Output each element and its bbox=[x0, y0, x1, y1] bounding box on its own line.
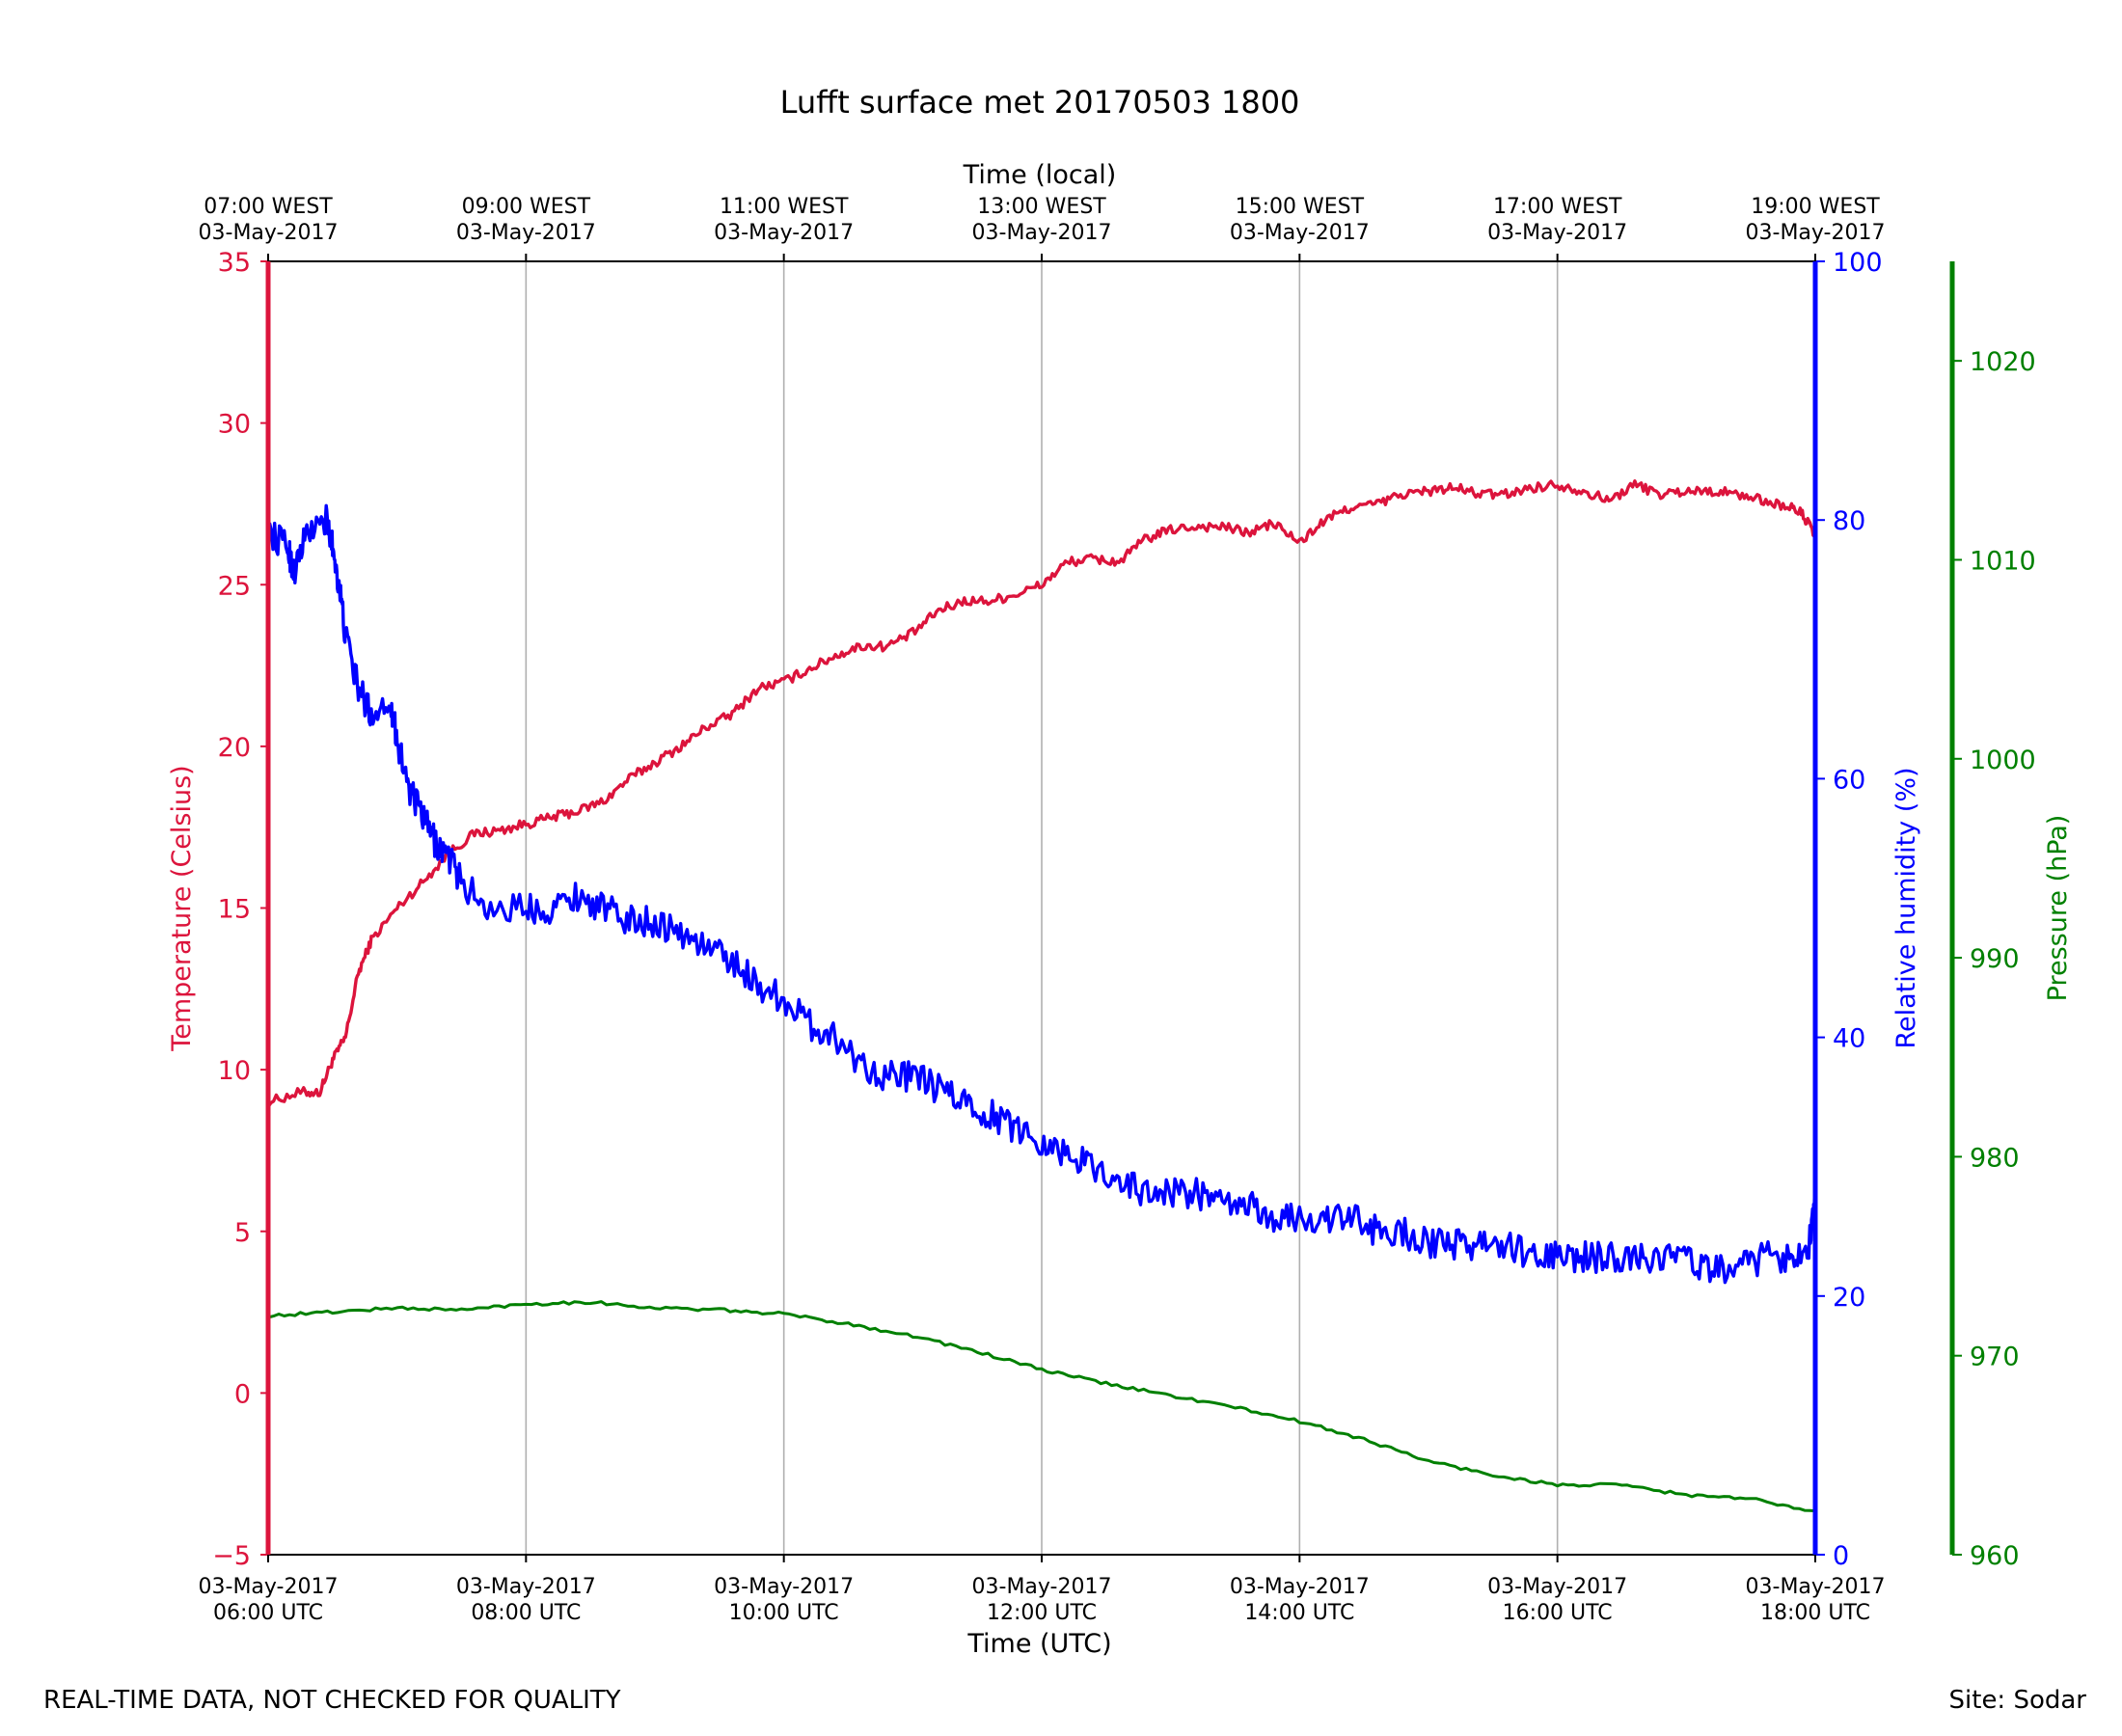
x-tick-label-bottom-time: 12:00 UTC bbox=[987, 1601, 1097, 1625]
series-layer bbox=[266, 479, 1817, 1513]
x-tick-label-bottom-date: 03-May-2017 bbox=[199, 1575, 339, 1599]
temperature-axis-label: Temperature (Celsius) bbox=[167, 765, 197, 1051]
x-tick-label-top-date: 03-May-2017 bbox=[1230, 221, 1370, 245]
humidity-tick-label: 80 bbox=[1833, 506, 1865, 536]
pressure-tick-label: 980 bbox=[1970, 1143, 2020, 1173]
series-line-temp bbox=[266, 479, 1816, 1108]
pressure-tick-label: 1010 bbox=[1970, 546, 2036, 576]
temperature-tick-label: 10 bbox=[218, 1056, 251, 1086]
vertical-grid bbox=[525, 261, 1559, 1555]
x-tick-label-top-time: 17:00 WEST bbox=[1493, 195, 1622, 219]
x-tick-label-top-time: 15:00 WEST bbox=[1236, 195, 1365, 219]
pressure-tick-label: 1000 bbox=[1970, 746, 2036, 775]
humidity-axis-label: Relative humidity (%) bbox=[1891, 767, 1921, 1048]
x-tick-label-bottom-date: 03-May-2017 bbox=[1746, 1575, 1886, 1599]
series-line-rh bbox=[266, 503, 1817, 1285]
x-tick-label-bottom-time: 06:00 UTC bbox=[213, 1601, 323, 1625]
temperature-tick-label: −5 bbox=[212, 1541, 251, 1571]
temperature-tick-label: 20 bbox=[218, 733, 251, 763]
x-axis-label: Time (UTC) bbox=[966, 1629, 1111, 1659]
temperature-tick-label: 5 bbox=[234, 1218, 251, 1248]
chart-title: Lufft surface met 20170503 1800 bbox=[780, 84, 1300, 121]
humidity-tick-label: 100 bbox=[1833, 248, 1883, 278]
x-tick-label-top-date: 03-May-2017 bbox=[714, 221, 854, 245]
temperature-tick-label: 25 bbox=[218, 571, 251, 601]
x-tick-label-top-date: 03-May-2017 bbox=[199, 221, 339, 245]
pressure-tick-label: 970 bbox=[1970, 1343, 2020, 1372]
series-line-pres bbox=[267, 1300, 1816, 1513]
x-tick-label-bottom-date: 03-May-2017 bbox=[1230, 1575, 1370, 1599]
humidity-tick-label: 20 bbox=[1833, 1283, 1865, 1313]
x-axis-top-label: Time (local) bbox=[963, 160, 1117, 190]
pressure-axis-label: Pressure (hPa) bbox=[2043, 815, 2073, 1002]
pressure-tick-label: 1020 bbox=[1970, 347, 2036, 377]
x-tick-label-top-date: 03-May-2017 bbox=[1746, 221, 1886, 245]
x-tick-label-bottom-time: 08:00 UTC bbox=[471, 1601, 581, 1625]
pressure-tick-label: 960 bbox=[1970, 1541, 2020, 1571]
x-tick-label-top-time: 09:00 WEST bbox=[462, 195, 591, 219]
x-tick-label-bottom-date: 03-May-2017 bbox=[714, 1575, 854, 1599]
x-tick-label-bottom-date: 03-May-2017 bbox=[456, 1575, 596, 1599]
quality-disclaimer: REAL-TIME DATA, NOT CHECKED FOR QUALITY bbox=[43, 1686, 621, 1715]
x-tick-label-bottom-time: 14:00 UTC bbox=[1244, 1601, 1354, 1625]
x-tick-label-bottom-time: 16:00 UTC bbox=[1503, 1601, 1613, 1625]
x-tick-label-bottom-time: 18:00 UTC bbox=[1760, 1601, 1870, 1625]
pressure-tick-label: 990 bbox=[1970, 944, 2020, 974]
x-tick-label-top-time: 19:00 WEST bbox=[1751, 195, 1880, 219]
temperature-tick-label: 15 bbox=[218, 895, 251, 925]
x-tick-label-top-time: 11:00 WEST bbox=[720, 195, 849, 219]
x-tick-label-top-date: 03-May-2017 bbox=[1487, 221, 1627, 245]
x-tick-label-bottom-time: 10:00 UTC bbox=[729, 1601, 839, 1625]
x-tick-label-top-date: 03-May-2017 bbox=[456, 221, 596, 245]
humidity-tick-label: 0 bbox=[1833, 1541, 1849, 1571]
humidity-tick-label: 60 bbox=[1833, 765, 1865, 795]
x-tick-label-top-time: 13:00 WEST bbox=[977, 195, 1106, 219]
humidity-tick-label: 40 bbox=[1833, 1024, 1865, 1054]
x-tick-label-top-date: 03-May-2017 bbox=[972, 221, 1112, 245]
temperature-tick-label: 30 bbox=[218, 410, 251, 440]
site-label: Site: Sodar bbox=[1948, 1686, 2086, 1715]
x-tick-label-bottom-date: 03-May-2017 bbox=[972, 1575, 1112, 1599]
x-tick-label-top-time: 07:00 WEST bbox=[204, 195, 333, 219]
x-tick-label-bottom-date: 03-May-2017 bbox=[1487, 1575, 1627, 1599]
axes-layer: −5 0 5 10 15 20 25 30 35 Temperature (Celsius) 0 20… bbox=[167, 195, 2073, 1625]
temperature-tick-label: 0 bbox=[234, 1379, 251, 1409]
temperature-tick-label: 35 bbox=[218, 248, 251, 278]
